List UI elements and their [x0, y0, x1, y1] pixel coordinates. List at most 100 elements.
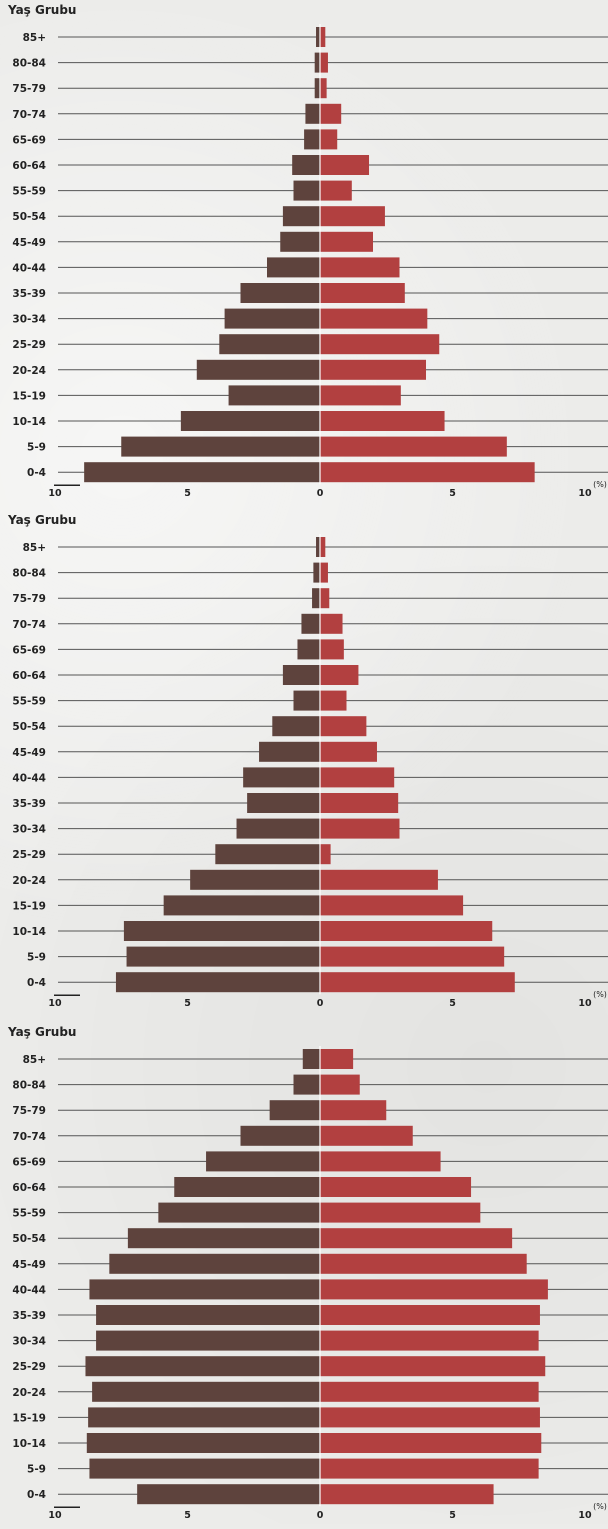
age-group-label: 5-9 [27, 442, 46, 454]
x-unit-label: (%) [593, 480, 607, 489]
bar-right [320, 155, 370, 175]
bar-right [320, 1228, 513, 1249]
bar-right [320, 639, 344, 660]
bar-right [320, 844, 331, 865]
age-group-label: 60-64 [12, 670, 46, 682]
age-group-label: 85+ [23, 1054, 46, 1066]
x-tick-label: 10 [578, 488, 592, 499]
bar-left [88, 1407, 320, 1428]
bar-left [293, 1074, 320, 1095]
bar-right [320, 462, 535, 483]
age-group-label: 5-9 [27, 952, 46, 964]
bar-right [320, 308, 428, 329]
age-group-label: 70-74 [12, 109, 46, 121]
bar-right [320, 359, 426, 380]
bar-right [320, 180, 352, 201]
age-group-label: 30-34 [12, 824, 46, 836]
bar-right [320, 1279, 548, 1300]
bar-right [320, 231, 373, 252]
age-group-label: 25-29 [12, 1361, 46, 1373]
bar-left [247, 793, 320, 813]
bar-left [305, 103, 320, 124]
bar-right [320, 1100, 387, 1121]
age-group-label: 55-59 [12, 696, 46, 708]
bar-right [320, 1049, 354, 1069]
bar-left [314, 52, 320, 73]
bar-right [320, 103, 342, 124]
bar-left [85, 1356, 320, 1377]
age-group-label: 80-84 [12, 58, 46, 70]
x-tick-label: 10 [48, 1510, 62, 1521]
age-group-label: 20-24 [12, 1387, 46, 1399]
age-group-label: 20-24 [12, 875, 46, 887]
bar-left [158, 1202, 320, 1223]
age-group-label: 20-24 [12, 365, 46, 377]
bar-right [320, 869, 438, 890]
bar-left [302, 1049, 320, 1069]
bar-right [320, 1253, 527, 1274]
bar-right [320, 129, 338, 150]
x-tick-label: 5 [449, 998, 456, 1009]
bar-right [320, 1125, 413, 1146]
age-group-label: 50-54 [12, 721, 46, 733]
bar-left [259, 741, 320, 762]
age-group-label: 50-54 [12, 211, 46, 223]
bar-left [228, 385, 320, 406]
bar-left [206, 1151, 320, 1172]
age-group-label: 75-79 [12, 83, 46, 95]
age-group-label: 5-9 [27, 1464, 46, 1476]
bar-left [180, 411, 320, 431]
bar-right [320, 1202, 481, 1223]
bar-left [269, 1100, 320, 1121]
age-group-label: 0-4 [27, 977, 46, 989]
bar-left [127, 1228, 320, 1249]
bar-right [320, 206, 385, 227]
bar-right [320, 793, 399, 813]
age-group-label: 75-79 [12, 593, 46, 605]
age-group-label: 80-84 [12, 1080, 46, 1092]
bar-right [320, 921, 493, 941]
age-group-label: 65-69 [12, 134, 46, 146]
age-group-label: 45-49 [12, 747, 46, 759]
bar-right [320, 1458, 539, 1479]
bar-left [115, 972, 320, 993]
bar-right [320, 972, 515, 993]
bar-left [282, 206, 320, 227]
bar-left [196, 359, 320, 380]
age-group-label: 15-19 [12, 900, 46, 912]
y-axis-title: Yaş Grubu [7, 1025, 76, 1039]
bar-left [137, 1484, 320, 1505]
bar-left [89, 1458, 320, 1479]
bar-left [314, 78, 320, 99]
bar-left [190, 869, 320, 890]
bar-right [320, 52, 328, 73]
x-tick-label: 5 [184, 488, 191, 499]
bar-right [320, 818, 400, 839]
age-group-label: 85+ [23, 32, 46, 44]
bar-left [280, 231, 320, 252]
bar-left [293, 180, 320, 201]
age-group-label: 40-44 [12, 262, 46, 274]
bar-left [84, 462, 321, 483]
bar-right [320, 767, 395, 788]
bar-right [320, 27, 326, 47]
x-tick-label: 10 [578, 1510, 592, 1521]
bar-right [320, 1177, 472, 1197]
age-group-label: 10-14 [12, 416, 46, 428]
age-group-label: 0-4 [27, 467, 46, 479]
bar-left [301, 613, 320, 634]
age-group-label: 75-79 [12, 1105, 46, 1117]
bar-left [293, 690, 320, 711]
bar-left [313, 562, 320, 583]
bar-right [320, 895, 464, 916]
bar-right [320, 716, 367, 737]
age-group-label: 35-39 [12, 288, 46, 300]
bar-left [123, 921, 321, 941]
age-group-label: 25-29 [12, 339, 46, 351]
bar-left [240, 283, 320, 303]
bar-right [320, 1074, 360, 1095]
bar-right [320, 1305, 540, 1325]
x-tick-label: 10 [578, 998, 592, 1009]
age-group-label: 35-39 [12, 1310, 46, 1322]
